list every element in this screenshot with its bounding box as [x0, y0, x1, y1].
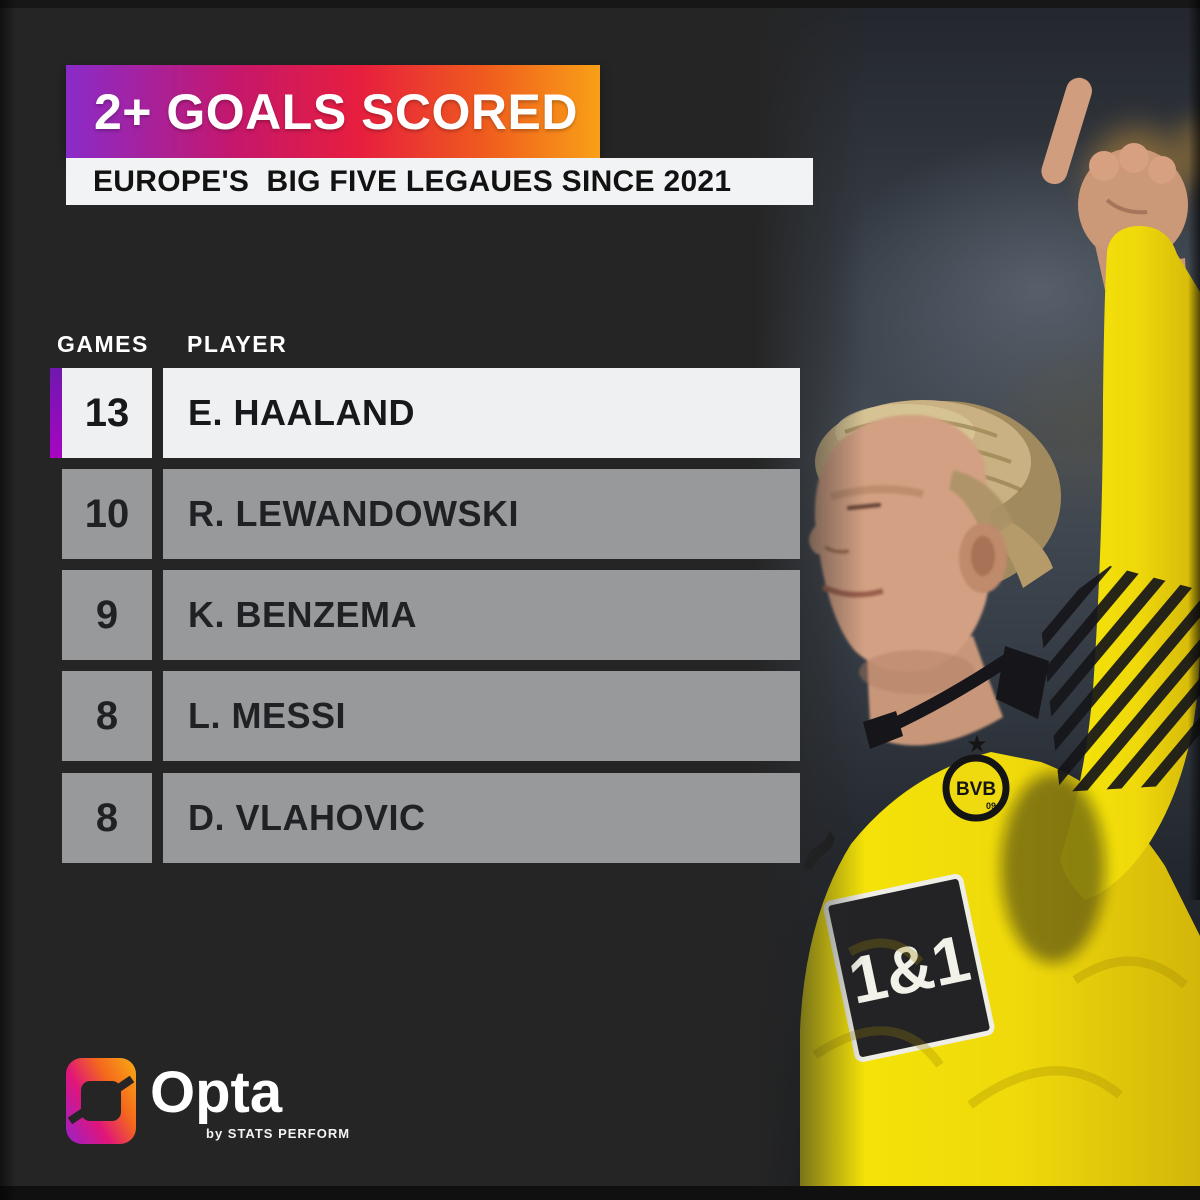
- crest-club-text: BVB: [956, 779, 996, 800]
- player-name: R. LEWANDOWSKI: [188, 493, 519, 534]
- highlight-bar: [50, 368, 62, 458]
- column-header-games: GAMES: [57, 331, 149, 357]
- table-row-lewandowski: 10 R. LEWANDOWSKI: [50, 469, 800, 559]
- games-value: 8: [95, 795, 119, 840]
- headline-banner: 2+ GOALS SCORED: [66, 65, 600, 158]
- games-cell: 10: [62, 469, 152, 559]
- player-name: L. MESSI: [188, 695, 347, 736]
- player-cell: K. BENZEMA: [163, 570, 800, 660]
- player-photo: ★ BVB 09 1&1: [755, 0, 1200, 1200]
- brand-name: Opta: [150, 1060, 283, 1125]
- haaland-figure: ★ BVB 09 1&1: [800, 77, 1200, 1200]
- table-row-haaland: 13 E. HAALAND: [50, 368, 800, 458]
- player-cell: E. HAALAND: [163, 368, 800, 458]
- games-cell: 13: [62, 368, 152, 458]
- shadow: [1001, 773, 1105, 963]
- player-cell: R. LEWANDOWSKI: [163, 469, 800, 559]
- opta-logo-icon: [66, 1058, 136, 1144]
- games-cell: 8: [62, 773, 152, 863]
- player-cell: L. MESSI: [163, 671, 800, 761]
- player-cell: D. VLAHOVIC: [163, 773, 800, 863]
- games-value: 13: [84, 390, 130, 435]
- player-name: E. HAALAND: [188, 392, 415, 433]
- crest-year-text: 09: [986, 801, 996, 811]
- games-cell: 9: [62, 570, 152, 660]
- brand-byline: by STATS PERFORM: [206, 1126, 351, 1141]
- page-subtitle: EUROPE'S BIG FIVE LEGAUES SINCE 2021: [93, 164, 732, 198]
- bvb-crest: ★ BVB 09: [942, 731, 1010, 822]
- table-row-vlahovic: 8 D. VLAHOVIC: [50, 773, 800, 863]
- column-header-player: PLAYER: [187, 331, 288, 357]
- frame-edge: [0, 0, 16, 1200]
- collar: [863, 646, 1049, 749]
- games-value: 10: [84, 491, 130, 536]
- player-name: D. VLAHOVIC: [188, 797, 426, 838]
- table-row-messi: 8 L. MESSI: [50, 671, 800, 761]
- games-cell: 8: [62, 671, 152, 761]
- page-title: 2+ GOALS SCORED: [94, 83, 578, 140]
- star-icon: ★: [966, 731, 988, 758]
- player-name: K. BENZEMA: [188, 594, 417, 635]
- table-row-benzema: 9 K. BENZEMA: [50, 570, 800, 660]
- subtitle-banner: EUROPE'S BIG FIVE LEGAUES SINCE 2021: [66, 158, 813, 205]
- games-value: 9: [95, 592, 119, 637]
- games-value: 8: [95, 693, 119, 738]
